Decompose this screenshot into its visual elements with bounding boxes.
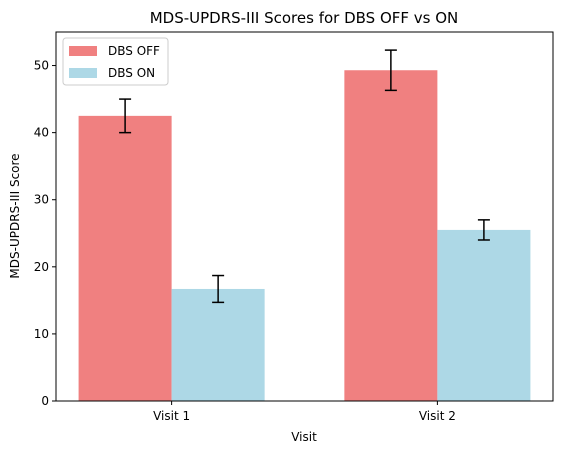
bar-dbs-off-visit-2 — [344, 70, 438, 401]
y-tick-label: 10 — [34, 327, 49, 341]
x-tick-label: Visit 1 — [153, 409, 190, 423]
bar-dbs-off-visit-1 — [78, 115, 172, 401]
y-tick-label: 40 — [34, 126, 49, 140]
bar-dbs-on-visit-1 — [171, 288, 265, 401]
error-bars-group — [119, 49, 490, 304]
y-tick-label: 0 — [41, 394, 49, 408]
y-tick-label: 50 — [34, 59, 49, 73]
x-axis-label: Visit — [291, 430, 317, 444]
error-bar — [384, 49, 397, 92]
y-tick-label: 30 — [34, 193, 49, 207]
error-bar — [477, 219, 490, 241]
legend: DBS OFF DBS ON — [62, 37, 169, 86]
bars-group — [78, 70, 531, 401]
x-tick-label: Visit 2 — [419, 409, 456, 423]
error-bar — [119, 98, 132, 134]
legend-swatch — [69, 68, 97, 78]
chart-title: MDS-UPDRS-III Scores for DBS OFF vs ON — [150, 9, 459, 27]
legend-swatch — [69, 46, 97, 56]
y-axis-label: MDS-UPDRS-III Score — [8, 153, 22, 278]
plot-area-frame — [55, 31, 554, 402]
y-axis: 0 10 20 30 40 50 — [34, 59, 56, 408]
x-axis: Visit 1 Visit 2 — [153, 401, 456, 423]
legend-label: DBS ON — [108, 66, 155, 80]
error-bar — [212, 274, 225, 304]
legend-label: DBS OFF — [108, 44, 160, 58]
y-tick-label: 20 — [34, 260, 49, 274]
bar-dbs-on-visit-2 — [437, 229, 531, 401]
